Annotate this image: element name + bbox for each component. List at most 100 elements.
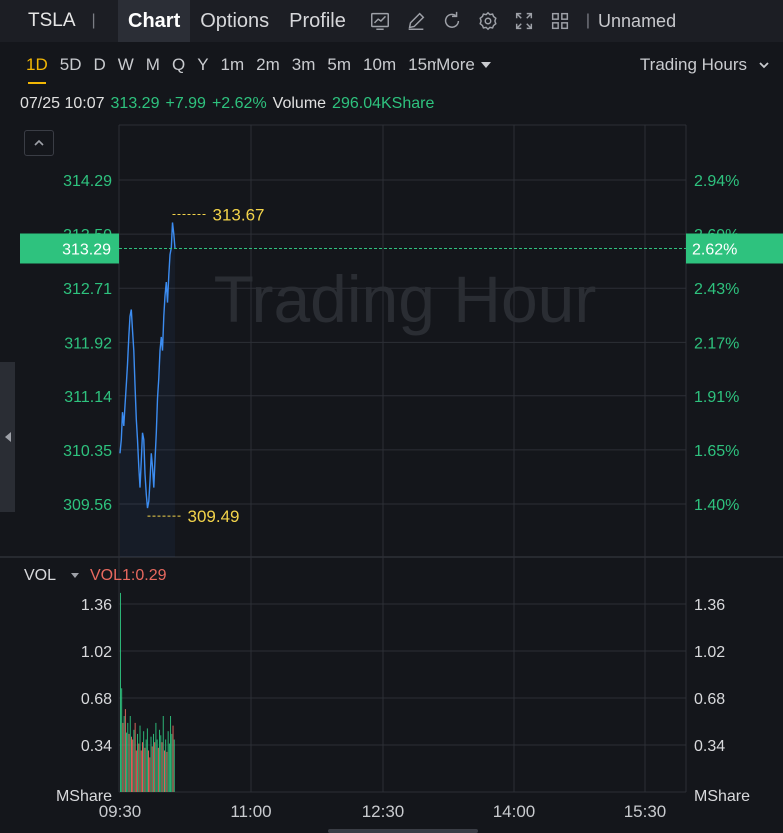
- volume-bar: [161, 742, 163, 792]
- volume-bar: [120, 592, 121, 792]
- volume-unit-label-right: MShare: [694, 788, 750, 805]
- current-price-badge-label: 313.29: [62, 241, 111, 258]
- period-1m[interactable]: 1m: [220, 55, 245, 74]
- volume-bar: [170, 716, 172, 792]
- pct-tick-label: 2.94%: [694, 173, 739, 190]
- quote-datetime: 07/25 10:07: [20, 95, 105, 112]
- volume-bar: [127, 722, 129, 792]
- volume-bar: [138, 743, 140, 792]
- volume-bar: [134, 722, 136, 792]
- volume-bar: [150, 736, 152, 792]
- volume-bar: [154, 742, 156, 792]
- volume-bar: [144, 747, 146, 792]
- volume-bar: [140, 750, 142, 792]
- volume-bar: [142, 742, 143, 792]
- chevron-left-icon: [4, 432, 11, 442]
- volume-bar: [145, 739, 147, 792]
- volume-bar: [128, 733, 130, 792]
- settings-gear-icon[interactable]: [470, 0, 506, 42]
- volume-tick-label-right: 0.34: [694, 738, 725, 755]
- volume-bar: [133, 729, 135, 792]
- volume-tick-label-right: 0.68: [694, 691, 725, 708]
- quote-info-row: 07/25 10:07 313.29 +7.99 +2.62% Volume 2…: [20, 92, 434, 116]
- pct-tick-label: 2.17%: [694, 335, 739, 352]
- period-y[interactable]: Y: [197, 55, 209, 74]
- price-tick-label: 312.71: [63, 281, 112, 298]
- volume-tick-label: 0.34: [81, 738, 112, 755]
- volume-bar: [151, 746, 153, 792]
- volume-bar: [143, 731, 145, 792]
- chevron-down-icon: [759, 62, 769, 69]
- time-axis-label: 15:30: [624, 802, 667, 821]
- volume-bar: [159, 729, 161, 792]
- period-bar: 1D 5D D W M Q Y 1m 2m 3m 5m 10m 15m More…: [0, 42, 783, 88]
- volume-bar: [172, 725, 174, 792]
- chevron-up-icon: [34, 139, 44, 146]
- more-periods-dropdown[interactable]: More: [436, 55, 491, 75]
- period-3m[interactable]: 3m: [291, 55, 316, 74]
- tab-profile[interactable]: Profile: [289, 9, 346, 32]
- period-d[interactable]: D: [93, 55, 106, 74]
- volume-tick-label: 0.68: [81, 691, 112, 708]
- period-q[interactable]: Q: [171, 55, 186, 74]
- volume-bar: [167, 731, 169, 792]
- period-15m[interactable]: 15m: [408, 55, 437, 74]
- period-m[interactable]: M: [145, 55, 160, 74]
- horizontal-scrollbar[interactable]: [328, 829, 478, 833]
- sidebar-toggle-handle[interactable]: [0, 362, 15, 512]
- volume-label: Volume: [272, 95, 327, 112]
- volume-indicator-value: VOL1:0.29: [90, 567, 167, 584]
- volume-tick-label-right: 1.02: [694, 644, 725, 661]
- volume-bar: [160, 735, 162, 792]
- volume-bar: [165, 739, 167, 792]
- volume-bar: [122, 722, 124, 792]
- current-pct-badge-label: 2.62%: [692, 241, 737, 258]
- period-w[interactable]: W: [117, 55, 134, 74]
- time-axis-label: 11:00: [230, 802, 271, 821]
- quote-price: 313.29: [110, 95, 160, 112]
- period-1d[interactable]: 1D: [20, 42, 54, 88]
- volume-bar: [123, 716, 125, 792]
- volume-bar: [129, 716, 131, 792]
- tab-options[interactable]: Options: [200, 9, 270, 32]
- pct-tick-label: 2.43%: [694, 281, 739, 298]
- layout-name[interactable]: Unnamed: [598, 10, 677, 31]
- chevron-down-icon: [71, 573, 79, 578]
- volume-bar: [166, 751, 168, 792]
- draw-pen-icon[interactable]: [398, 0, 434, 42]
- period-2m[interactable]: 2m: [256, 55, 280, 74]
- fullscreen-icon[interactable]: [506, 0, 542, 42]
- volume-unit-label-left: MShare: [56, 788, 112, 805]
- time-axis-label: 09:30: [99, 802, 142, 821]
- volume-bar: [124, 709, 126, 792]
- volume-bar: [135, 750, 137, 792]
- tab-chart[interactable]: Chart: [118, 0, 191, 42]
- low-price-label: 309.49: [188, 507, 240, 526]
- time-axis-label: 14:00: [493, 802, 536, 821]
- volume-tick-label: 1.36: [81, 597, 112, 614]
- period-5m[interactable]: 5m: [327, 55, 352, 74]
- volume-bar: [155, 722, 157, 792]
- period-5d[interactable]: 5D: [59, 55, 82, 74]
- volume-bar: [164, 750, 165, 792]
- volume-bar: [148, 750, 150, 792]
- volume-bar: [137, 733, 139, 792]
- volume-bar: [146, 728, 148, 792]
- chart-indicator-icon[interactable]: [362, 0, 398, 42]
- price-area-fill: [120, 222, 175, 557]
- period-10m[interactable]: 10m: [363, 55, 397, 74]
- session-label: Trading Hours: [639, 55, 747, 74]
- price-tick-label: 309.56: [63, 497, 112, 514]
- high-price-label: 313.67: [213, 205, 265, 224]
- volume-bar: [173, 739, 175, 792]
- toolbar-separator: |: [585, 12, 591, 29]
- ticker-symbol[interactable]: TSLA |: [0, 10, 118, 32]
- session-dropdown[interactable]: Trading Hours: [640, 42, 771, 88]
- current-pct-badge: [686, 233, 783, 264]
- volume-bar: [121, 688, 123, 792]
- collapse-button[interactable]: [24, 130, 54, 156]
- refresh-icon[interactable]: [434, 0, 470, 42]
- layout-grid-icon[interactable]: [542, 0, 578, 42]
- volume-bar: [139, 725, 141, 792]
